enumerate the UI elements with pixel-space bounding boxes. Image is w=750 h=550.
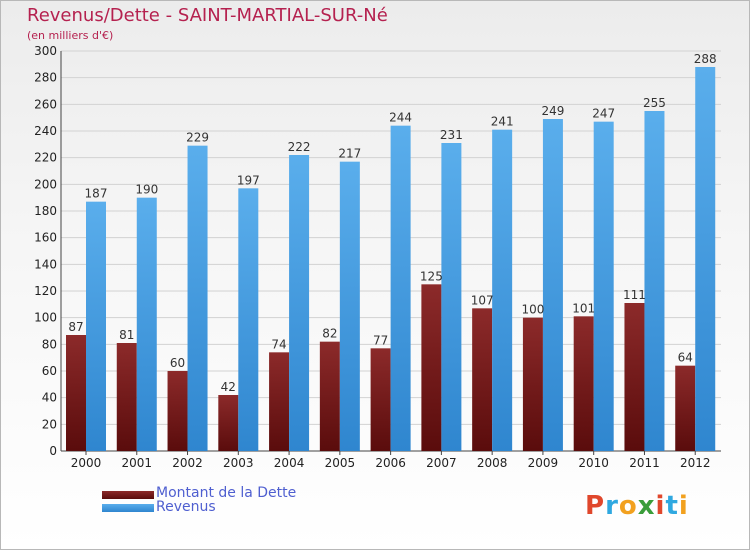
bar-revenue (289, 155, 310, 451)
bar-revenue (492, 129, 513, 451)
y-tick-label: 260 (34, 97, 57, 111)
data-label-revenue: 231 (440, 128, 463, 142)
bar-revenue (86, 201, 106, 451)
x-tick-label: 2012 (680, 456, 711, 470)
data-label-debt: 125 (420, 269, 443, 283)
bar-debt (522, 317, 543, 451)
logo-letter: x (637, 491, 656, 521)
bars (66, 67, 716, 452)
data-label-revenue: 197 (237, 173, 260, 187)
bar-revenue (136, 197, 157, 451)
logo-letter: t (665, 491, 679, 521)
bar-debt (218, 395, 239, 451)
data-label-debt: 101 (572, 301, 595, 315)
bar-debt (167, 371, 188, 451)
data-label-revenue: 229 (186, 131, 209, 145)
data-label-revenue: 255 (643, 96, 666, 110)
x-tick-label: 2006 (375, 456, 406, 470)
proxiti-logo: Proxiti (585, 491, 689, 521)
bar-revenue (593, 121, 614, 452)
data-label-revenue: 249 (541, 104, 564, 118)
y-tick-label: 160 (34, 231, 57, 245)
y-tick-label: 40 (42, 391, 57, 405)
data-label-debt: 107 (471, 293, 494, 307)
data-label-debt: 74 (271, 337, 286, 351)
chart-title: Revenus/Dette - SAINT-MARTIAL-SUR-Né (27, 5, 388, 26)
x-tick-label: 2004 (274, 456, 305, 470)
y-tick-label: 200 (34, 177, 57, 191)
data-label-revenue: 217 (338, 147, 361, 161)
x-tick-label: 2005 (325, 456, 356, 470)
y-tick-label: 220 (34, 151, 57, 165)
y-tick-label: 120 (34, 284, 57, 298)
chart-subtitle: (en milliers d'€) (27, 29, 114, 42)
bar-debt (421, 284, 442, 451)
bar-debt (573, 316, 594, 451)
data-label-revenue: 288 (694, 52, 717, 66)
data-label-debt: 60 (170, 356, 185, 370)
bar-revenue (695, 67, 716, 451)
data-label-debt: 82 (322, 327, 337, 341)
y-tick-label: 180 (34, 204, 57, 218)
bar-debt (66, 335, 86, 451)
legend-swatch-debt (102, 491, 154, 499)
data-label-debt: 87 (68, 320, 83, 334)
logo-letter: o (618, 491, 638, 521)
x-tick-label: 2000 (71, 456, 102, 470)
data-labels: 87 187 81 190 60 229 42 197 74 222 82 217 77 244 125 23… (68, 52, 716, 394)
y-tick-label: 240 (34, 124, 57, 138)
bar-debt (370, 348, 391, 451)
bar-debt (472, 308, 493, 451)
bar-debt (319, 341, 340, 451)
bar-revenue (441, 143, 462, 451)
data-label-revenue: 190 (135, 183, 158, 197)
data-label-debt: 77 (373, 333, 388, 347)
bar-revenue (339, 161, 360, 451)
bar-debt (116, 343, 137, 451)
y-tick-label: 0 (49, 444, 57, 458)
y-tick-label: 80 (42, 337, 57, 351)
bar-debt (675, 365, 696, 451)
legend-label-revenue: Revenus (156, 499, 216, 515)
data-label-debt: 64 (678, 351, 693, 365)
x-tick-label: 2003 (223, 456, 254, 470)
bar-debt (269, 352, 290, 451)
logo-letter: P (585, 491, 606, 521)
data-label-debt: 111 (623, 288, 646, 302)
x-tick-label: 2010 (578, 456, 609, 470)
data-label-revenue: 244 (389, 111, 412, 125)
bar-revenue (238, 188, 259, 452)
x-tick-label: 2011 (629, 456, 660, 470)
data-label-revenue: 247 (592, 107, 615, 121)
x-tick-label: 2001 (121, 456, 152, 470)
bar-revenue (390, 125, 411, 452)
data-label-revenue: 241 (491, 115, 514, 129)
data-label-debt: 42 (221, 380, 236, 394)
logo-letter: r (605, 491, 619, 521)
x-tick-label: 2009 (528, 456, 559, 470)
data-label-debt: 81 (119, 328, 134, 342)
logo-letter: i (678, 491, 689, 521)
y-tick-label: 300 (34, 44, 57, 58)
bar-debt (624, 303, 645, 451)
y-tick-label: 60 (42, 364, 57, 378)
bar-revenue (542, 119, 563, 451)
y-tick-label: 280 (34, 71, 57, 85)
y-tick-label: 140 (34, 257, 57, 271)
logo-letter: i (655, 491, 666, 521)
y-tick-label: 20 (42, 417, 57, 431)
bar-revenue (644, 111, 665, 451)
data-label-revenue: 222 (288, 140, 311, 154)
x-tick-label: 2002 (172, 456, 203, 470)
data-label-debt: 100 (521, 303, 544, 317)
legend-swatch-revenue (102, 504, 154, 512)
x-tick-label: 2007 (426, 456, 457, 470)
data-label-revenue: 187 (85, 187, 108, 201)
bar-revenue (187, 145, 208, 451)
y-tick-label: 100 (34, 311, 57, 325)
x-tick-label: 2008 (477, 456, 508, 470)
legend-label-debt: Montant de la Dette (156, 485, 297, 501)
